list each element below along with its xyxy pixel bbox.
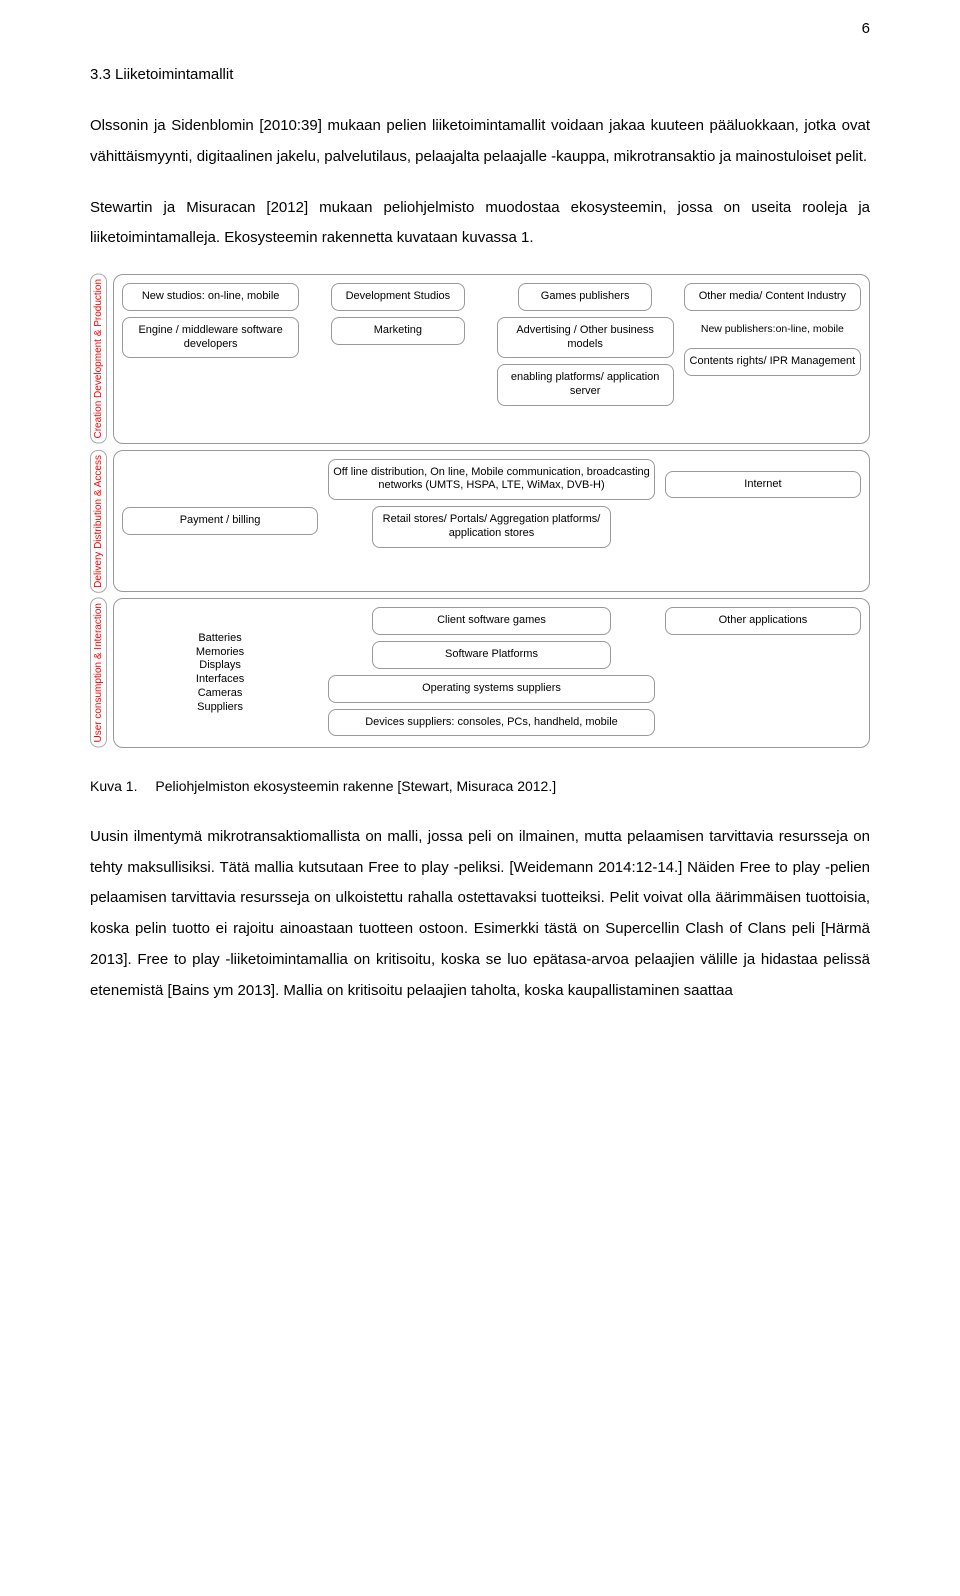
diagram-cell: Games publishers xyxy=(518,283,652,311)
diagram-col: Other applications xyxy=(665,607,861,739)
ecosystem-diagram: Creation Development & Production New st… xyxy=(90,274,870,748)
row-label: User consumption & Interaction xyxy=(90,598,107,748)
paragraph-1: Olssonin ja Sidenblomin [2010:39] mukaan… xyxy=(90,111,870,173)
diagram-cell: enabling platforms/ application server xyxy=(497,364,674,406)
diagram-row-creation: Creation Development & Production New st… xyxy=(90,274,870,444)
diagram-col: Client software games Software Platforms… xyxy=(328,607,655,739)
row-group: New studios: on-line, mobile Engine / mi… xyxy=(113,274,870,444)
diagram-col: Payment / billing xyxy=(122,459,318,584)
diagram-col: New studios: on-line, mobile Engine / mi… xyxy=(122,283,299,435)
diagram-row-user: User consumption & Interaction Batteries… xyxy=(90,598,870,748)
diagram-cell: Marketing xyxy=(331,317,465,345)
diagram-cell: Development Studios xyxy=(331,283,465,311)
figure-number: Kuva 1. xyxy=(90,778,137,794)
document-page: 6 3.3 Liiketoimintamallit Olssonin ja Si… xyxy=(0,0,960,1066)
diagram-cell: Off line distribution, On line, Mobile c… xyxy=(328,459,655,501)
paragraph-2: Stewartin ja Misuracan [2012] mukaan pel… xyxy=(90,193,870,255)
diagram-cell: New publishers:on-line, mobile xyxy=(684,317,861,342)
diagram-cell: Internet xyxy=(665,471,861,499)
diagram-col: Development Studios Marketing xyxy=(309,283,486,435)
diagram-cell: Devices suppliers: consoles, PCs, handhe… xyxy=(328,709,655,737)
diagram-col: Other media/ Content Industry New publis… xyxy=(684,283,861,435)
diagram-col: Internet xyxy=(665,459,861,584)
row-label: Delivery Distribution & Access xyxy=(90,450,107,593)
row-label: Creation Development & Production xyxy=(90,274,107,444)
diagram-col: Batteries Memories Displays Interfaces C… xyxy=(122,607,318,739)
figure-caption: Kuva 1. Peliohjelmiston ekosysteemin rak… xyxy=(90,778,870,794)
diagram-cell: Software Platforms xyxy=(372,641,611,669)
row-group: Payment / billing Off line distribution,… xyxy=(113,450,870,593)
diagram-col: Off line distribution, On line, Mobile c… xyxy=(328,459,655,584)
row-group: Batteries Memories Displays Interfaces C… xyxy=(113,598,870,748)
paragraph-3: Uusin ilmentymä mikrotransaktiomallista … xyxy=(90,822,870,1007)
figure-title: Peliohjelmiston ekosysteemin rakenne [St… xyxy=(155,778,556,794)
diagram-cell: Contents rights/ IPR Management xyxy=(684,348,861,376)
diagram-cell: Engine / middleware software developers xyxy=(122,317,299,359)
diagram-cell: Advertising / Other business models xyxy=(497,317,674,359)
diagram-row-delivery: Delivery Distribution & Access Payment /… xyxy=(90,450,870,593)
diagram-cell: Other applications xyxy=(665,607,861,635)
diagram-col: Games publishers Advertising / Other bus… xyxy=(497,283,674,435)
diagram-cell: Operating systems suppliers xyxy=(328,675,655,703)
diagram-cell: Client software games xyxy=(372,607,611,635)
page-number: 6 xyxy=(862,20,870,37)
diagram-cell: Other media/ Content Industry xyxy=(684,283,861,311)
diagram-cell: Retail stores/ Portals/ Aggregation plat… xyxy=(372,506,611,548)
diagram-cell: New studios: on-line, mobile xyxy=(122,283,299,311)
diagram-cell: Batteries Memories Displays Interfaces C… xyxy=(122,626,318,721)
diagram-cell: Payment / billing xyxy=(122,507,318,535)
section-heading: 3.3 Liiketoimintamallit xyxy=(90,66,870,83)
